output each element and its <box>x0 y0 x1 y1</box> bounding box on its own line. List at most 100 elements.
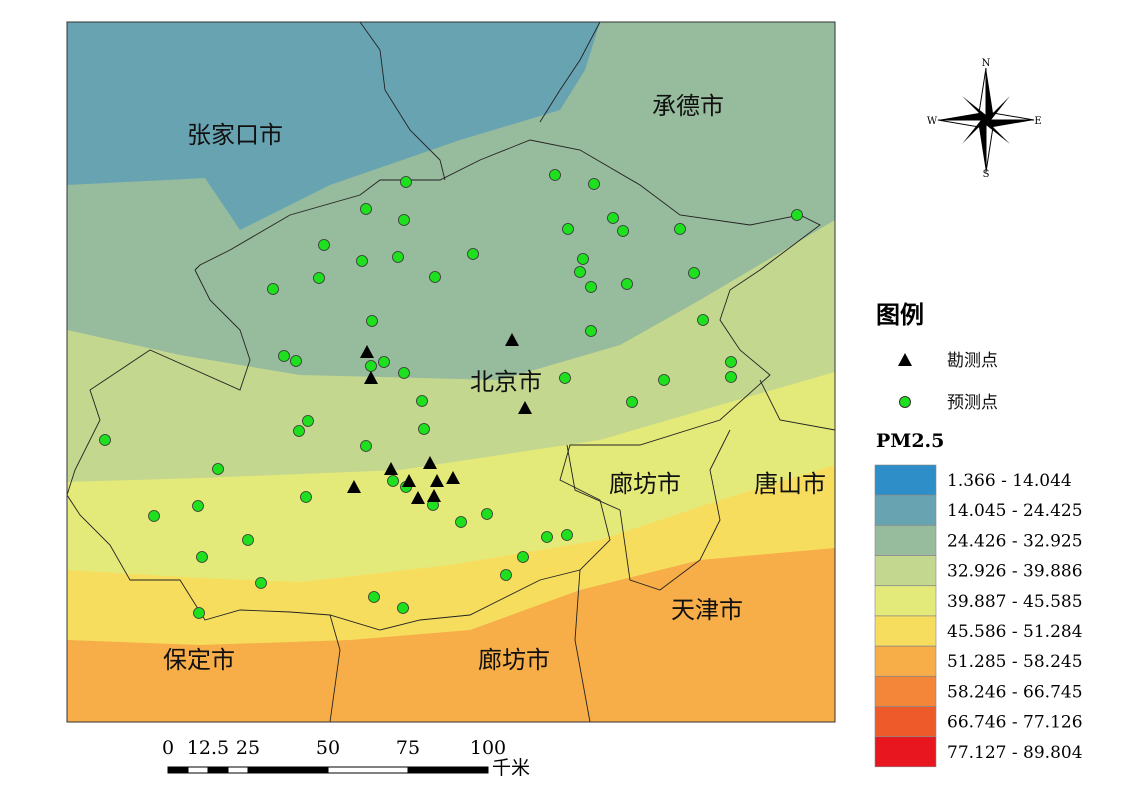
prediction-point <box>725 371 737 383</box>
scale-label: 0 <box>162 737 174 759</box>
boundary <box>539 21 601 123</box>
survey-point <box>427 489 441 502</box>
prediction-point <box>290 355 302 367</box>
legend-swatch <box>874 706 937 737</box>
prediction-point <box>562 223 574 235</box>
survey-point <box>505 333 519 346</box>
scale-label: 75 <box>396 737 420 759</box>
prediction-point <box>313 272 325 284</box>
city-label: 天津市 <box>671 596 743 624</box>
compass-n: N <box>982 58 991 69</box>
prediction-point <box>500 569 512 581</box>
prediction-point <box>621 278 633 290</box>
survey-point <box>411 491 425 504</box>
prediction-point <box>267 283 279 295</box>
prediction-point <box>192 500 204 512</box>
prediction-point <box>193 607 205 619</box>
prediction-point <box>467 248 479 260</box>
legend-class-label: 14.045 - 24.425 <box>947 501 1083 521</box>
prediction-point <box>365 360 377 372</box>
survey-point <box>518 401 532 414</box>
prediction-point <box>360 203 372 215</box>
prediction-point <box>697 314 709 326</box>
prediction-point <box>398 367 410 379</box>
legend-swatch <box>874 585 937 617</box>
prediction-point <box>300 491 312 503</box>
legend-swatch <box>874 676 937 707</box>
prediction-point <box>481 508 493 520</box>
survey-point <box>446 471 460 484</box>
prediction-point <box>398 214 410 226</box>
legend-class-label: 39.887 - 45.585 <box>947 592 1083 612</box>
prediction-point <box>607 212 619 224</box>
legend-subtitle: PM2.5 <box>876 430 944 452</box>
prediction-point <box>585 325 597 337</box>
legend-item: 勘测点 <box>947 351 998 371</box>
prediction-point <box>674 223 686 235</box>
prediction-point <box>196 551 208 563</box>
scale-segment <box>407 766 489 774</box>
legend-swatch <box>874 736 937 768</box>
map <box>66 21 836 723</box>
prediction-point <box>302 415 314 427</box>
legend-classes: 1.366 - 14.044 14.045 - 24.425 24.426 - 32… <box>874 464 1083 768</box>
city-label: 北京市 <box>470 368 542 396</box>
compass-s: S <box>983 169 990 180</box>
prediction-point <box>561 529 573 541</box>
prediction-point <box>559 372 571 384</box>
legend-class-label: 66.746 - 77.126 <box>947 713 1083 733</box>
prediction-point <box>577 253 589 265</box>
legend-swatch <box>874 555 937 586</box>
prediction-point <box>360 440 372 452</box>
boundary <box>66 139 821 631</box>
survey-point <box>423 456 437 469</box>
scale-label: 25 <box>236 737 260 759</box>
legend-swatch <box>874 494 937 526</box>
scale-segment <box>207 766 229 774</box>
prediction-point <box>688 267 700 279</box>
prediction-point <box>658 374 670 386</box>
prediction-point <box>541 531 553 543</box>
prediction-point <box>588 178 600 190</box>
survey-point <box>360 345 374 358</box>
prediction-point <box>455 516 467 528</box>
compass-e: E <box>1034 116 1041 127</box>
pm-zone <box>67 22 600 230</box>
prediction-point <box>418 423 430 435</box>
prediction-point <box>392 251 404 263</box>
prediction-point <box>517 551 529 563</box>
boundary <box>759 379 836 431</box>
scale-unit: 千米 <box>492 757 530 779</box>
prediction-point <box>387 475 399 487</box>
legend-class-label: 24.426 - 32.925 <box>947 531 1083 551</box>
prediction-point <box>416 395 428 407</box>
scale-segment <box>327 766 409 774</box>
prediction-point <box>242 534 254 546</box>
boundary <box>359 21 446 181</box>
city-label: 唐山市 <box>754 470 826 498</box>
prediction-point <box>378 356 390 368</box>
survey-point <box>384 462 398 475</box>
prediction-point <box>255 577 267 589</box>
survey-point <box>347 480 361 493</box>
survey-point <box>402 474 416 487</box>
boundary <box>329 614 341 723</box>
city-label: 张家口市 <box>187 121 283 149</box>
legend-title: 图例 <box>876 300 924 329</box>
legend-swatch <box>874 645 937 677</box>
legend-class-label: 58.246 - 66.745 <box>947 682 1083 702</box>
prediction-point <box>366 315 378 327</box>
prediction-point <box>356 255 368 267</box>
legend-class-label: 51.285 - 58.245 <box>947 652 1083 672</box>
scale-segment <box>247 766 329 774</box>
prediction-point <box>585 281 597 293</box>
prediction-point <box>293 425 305 437</box>
scale-segment <box>187 766 209 774</box>
prediction-point <box>725 356 737 368</box>
boundary <box>574 569 591 723</box>
prediction-point <box>574 266 586 278</box>
legend-class-label: 1.366 - 14.044 <box>947 471 1072 491</box>
legend-class-label: 45.586 - 51.284 <box>947 622 1083 642</box>
